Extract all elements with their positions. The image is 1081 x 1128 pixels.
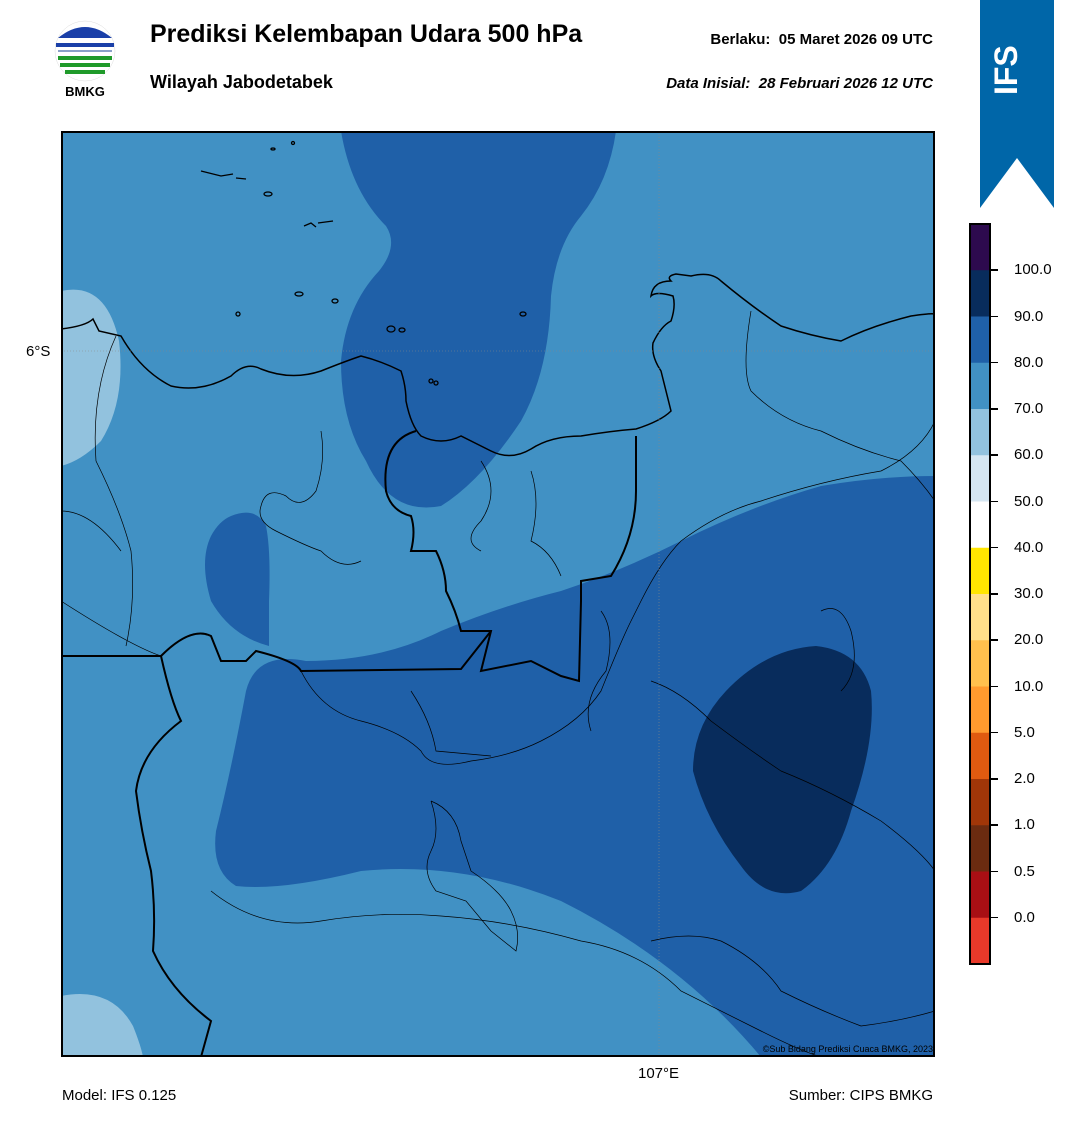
islands (200, 140, 527, 386)
bmkg-logo-icon (54, 20, 116, 82)
colorbar-segment (970, 640, 990, 687)
copyright-text: ©Sub Bidang Prediksi Cuaca BMKG, 2023 (762, 1044, 933, 1054)
province-border-2 (61, 630, 492, 673)
colorbar-segment (970, 316, 990, 364)
colorbar-tick (991, 500, 998, 502)
colorbar-tick (991, 685, 998, 687)
init-time: Data Inisial: 28 Februari 2026 12 UTC (560, 75, 933, 92)
lon-label: 107°E (638, 1065, 680, 1082)
colorbar-tick (991, 408, 998, 410)
colorbar-tick (991, 916, 998, 919)
valid-value: 05 Maret 2026 09 UTC (778, 31, 933, 48)
ribbon-text: IFS (988, 45, 1024, 95)
colorbar-tick-label: 0.5 (1014, 862, 1035, 880)
colorbar-segment (970, 825, 990, 872)
colorbar-tick-label: 0.0 (1014, 908, 1035, 926)
region-80-90-band (215, 476, 935, 1057)
colorbar-tick-label: 100.0 (1014, 261, 1052, 279)
colorbar-tick (991, 778, 998, 780)
colorbar-tick-label: 90.0 (1014, 307, 1044, 325)
colorbar-tick-label: 60.0 (1014, 446, 1044, 464)
valid-label: Berlaku: (710, 31, 771, 48)
colorbar-segment (970, 270, 990, 317)
colorbar-tick-label: 40.0 (1014, 538, 1044, 556)
coastline (61, 273, 935, 457)
colorbar-tick (991, 454, 998, 456)
colorbar-segment (970, 594, 990, 641)
region-60-70-west (61, 289, 121, 466)
colorbar-segment (970, 409, 990, 456)
colorbar-tick (991, 824, 998, 826)
district-borders (61, 310, 935, 1057)
region-60-70-southwest (61, 994, 143, 1057)
colorbar-tick-label: 10.0 (1014, 677, 1044, 695)
colorbar-segment (970, 686, 990, 734)
colorbar-tick-label: 1.0 (1014, 816, 1035, 834)
region-90-100-core (693, 646, 872, 894)
province-border (384, 430, 637, 683)
source-label: Sumber: CIPS BMKG (788, 1087, 933, 1104)
colorbar-tick-label: 5.0 (1014, 723, 1035, 741)
colorbar-tick-label: 70.0 (1014, 400, 1044, 417)
province-border-3 (134, 655, 213, 1057)
colorbar-segment (970, 455, 990, 502)
model-label: Model: IFS 0.125 (62, 1087, 177, 1104)
colorbar-segment (970, 362, 990, 410)
colorbar-segment (970, 871, 990, 919)
colorbar-tick-label: 2.0 (1014, 770, 1035, 787)
colorbar-tick-label: 20.0 (1014, 631, 1044, 649)
colorbar-tick (991, 361, 998, 364)
colorbar-segment (970, 501, 990, 549)
logo-text: BMKG (65, 84, 105, 99)
colorbar-tick-label: 30.0 (1014, 585, 1044, 602)
lat-label: 6°S (26, 343, 51, 360)
humidity-map (61, 131, 935, 1057)
colorbar-tick (991, 546, 998, 549)
colorbar-segment (970, 779, 990, 826)
init-label: Data Inisial: (666, 75, 751, 92)
colorbar-tick (991, 731, 998, 734)
colorbar-tick (991, 870, 998, 872)
colorbar-segment (970, 224, 990, 271)
colorbar-segment (970, 547, 990, 595)
init-value: 28 Februari 2026 12 UTC (758, 75, 933, 92)
colorbar-tick (991, 593, 998, 595)
colorbar-segment (970, 732, 990, 780)
valid-time: Berlaku: 05 Maret 2026 09 UTC (600, 31, 933, 48)
colorbar-tick (991, 315, 998, 317)
colorbar-tick-label: 50.0 (1014, 492, 1044, 510)
region-80-90-west (205, 512, 270, 646)
colorbar-tick (991, 269, 998, 271)
page-subtitle: Wilayah Jabodetabek (150, 72, 333, 92)
colorbar-segment (970, 917, 990, 965)
colorbar (969, 223, 991, 965)
ifs-ribbon-icon (980, 0, 1054, 208)
page-title: Prediksi Kelembapan Udara 500 hPa (150, 20, 583, 48)
colorbar-tick-label: 80.0 (1014, 353, 1044, 371)
colorbar-tick (991, 639, 998, 641)
